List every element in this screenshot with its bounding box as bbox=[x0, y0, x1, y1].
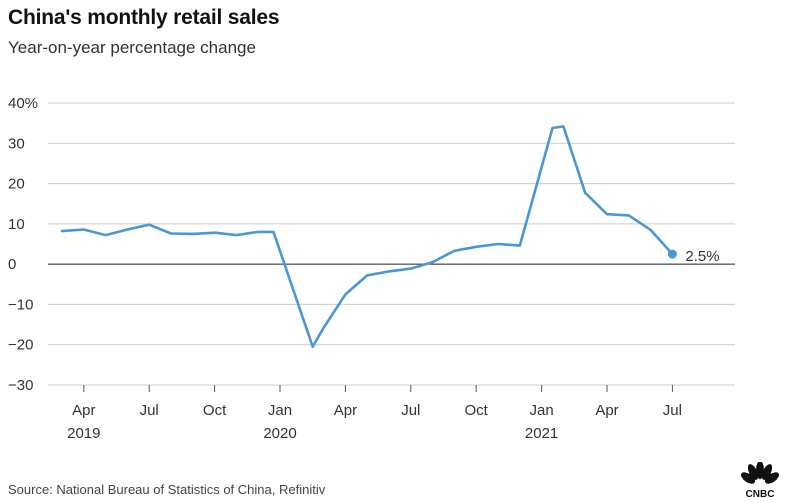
x-tick-label: Jul bbox=[401, 402, 420, 419]
x-tick-label: Jul bbox=[663, 402, 682, 419]
x-year-label: 2020 bbox=[263, 425, 296, 442]
y-tick-label: 10 bbox=[8, 216, 25, 233]
x-tick-label: Oct bbox=[203, 402, 227, 419]
source-note: Source: National Bureau of Statistics of… bbox=[8, 482, 326, 497]
y-tick-label: 30 bbox=[8, 135, 25, 152]
series-layer bbox=[60, 125, 674, 348]
annotation-layer: 2.5% bbox=[667, 248, 720, 265]
y-tick-label: −10 bbox=[8, 296, 33, 313]
last-value-point bbox=[667, 249, 677, 259]
y-tick-label: 0 bbox=[8, 256, 16, 273]
y-tick-label: −20 bbox=[8, 337, 33, 354]
x-tick-label: Apr bbox=[334, 402, 357, 419]
y-axis-ticks: 40% 30 20 10 0 −10 −20 −30 bbox=[8, 95, 38, 394]
x-tick-label: Jan bbox=[268, 402, 292, 419]
x-tick-label: Jul bbox=[140, 402, 159, 419]
x-tick-label: Oct bbox=[465, 402, 489, 419]
x-year-label: 2019 bbox=[67, 425, 100, 442]
chart-subtitle: Year-on-year percentage change bbox=[8, 38, 256, 57]
grid-layer bbox=[48, 102, 735, 386]
y-tick-label: 20 bbox=[8, 176, 25, 193]
logo-text: CNBC bbox=[746, 489, 775, 500]
series-line bbox=[60, 125, 674, 348]
last-value-label: 2.5% bbox=[685, 248, 719, 265]
x-tick-label: Apr bbox=[595, 402, 618, 419]
x-axis-ticks: Apr 2019 Jul Oct Jan 2020 Apr Jul Oct Jan 2021 Apr J… bbox=[67, 385, 682, 442]
chart-title: China's monthly retail sales bbox=[8, 6, 280, 29]
y-tick-label: −30 bbox=[8, 377, 33, 394]
cnbc-peacock-logo-icon: CNBC bbox=[741, 462, 779, 500]
x-tick-label: Apr bbox=[72, 402, 95, 419]
y-tick-label: 40% bbox=[8, 95, 38, 112]
x-tick-label: Jan bbox=[530, 402, 554, 419]
x-year-label: 2021 bbox=[525, 425, 558, 442]
